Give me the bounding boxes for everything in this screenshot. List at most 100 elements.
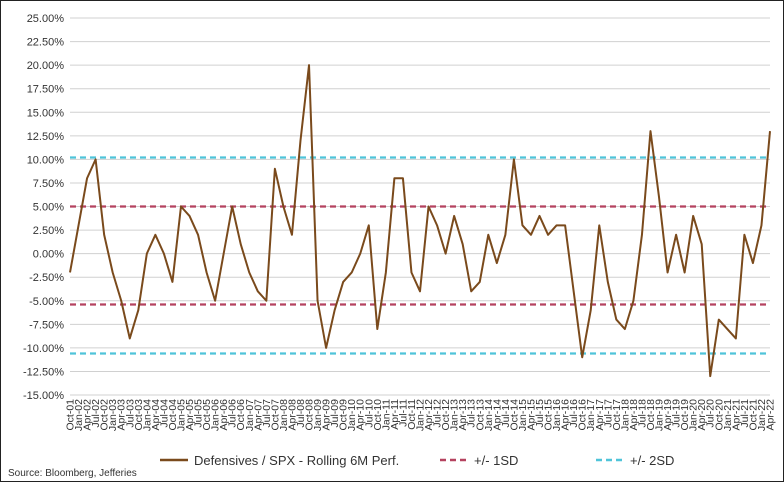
y-tick-label: 22.50%: [27, 37, 65, 49]
x-tick-label: Jul-17: [602, 399, 614, 428]
y-tick-label: -12.50%: [23, 366, 64, 378]
x-tick-label: Jul-15: [534, 399, 546, 428]
y-tick-label: 5.00%: [33, 202, 64, 214]
y-tick-label: 15.00%: [27, 107, 65, 119]
x-tick-label: Jan-03: [107, 399, 119, 431]
x-tick-label: Jul-18: [636, 399, 648, 428]
x-tick-label: Jul-10: [363, 399, 375, 428]
y-tick-label: -10.00%: [23, 343, 64, 355]
x-tick-label: Jan-17: [585, 399, 597, 431]
x-tick-label: Apr-19: [662, 399, 674, 431]
x-tick-label: Oct-15: [543, 399, 555, 431]
x-tick-label: Oct-02: [99, 399, 111, 431]
x-tick-label: Jul-13: [466, 399, 478, 428]
x-tick-label: Apr-11: [389, 399, 401, 430]
x-tick-label: Jul-03: [124, 399, 136, 428]
x-tick-label: Apr-14: [491, 399, 503, 431]
x-tick-label: Jan-05: [175, 399, 187, 431]
x-tick-label: Apr-07: [252, 399, 264, 431]
x-tick-label: Jan-21: [722, 399, 734, 431]
x-tick-label: Oct-09: [338, 399, 350, 431]
y-tick-label: 0.00%: [33, 249, 64, 261]
x-tick-label: Jul-05: [193, 399, 205, 428]
x-tick-label: Jan-09: [312, 399, 324, 431]
x-tick-label: Oct-16: [577, 399, 589, 431]
series-line: [69, 64, 771, 378]
x-tick-label: Apr-10: [355, 399, 367, 431]
x-tick-label: Oct-06: [235, 399, 247, 431]
x-tick-label: Oct-11: [406, 399, 418, 430]
x-tick-label: Oct-10: [372, 399, 384, 431]
x-tick-label: Oct-20: [713, 399, 725, 431]
x-tick-label: Jul-20: [705, 399, 717, 428]
x-tick-label: Apr-05: [184, 399, 196, 431]
x-tick-label: Oct-07: [269, 399, 281, 431]
x-tick-label: Apr-22: [765, 399, 777, 431]
legend-label: Defensives / SPX - Rolling 6M Perf.: [194, 453, 399, 468]
x-tick-label: Jan-16: [551, 399, 563, 431]
y-tick-label: 7.50%: [33, 178, 64, 190]
x-tick-label: Jul-12: [432, 399, 444, 428]
x-tick-label: Oct-14: [508, 399, 520, 431]
x-tick-label: Jan-15: [517, 399, 529, 431]
x-tick-label: Jul-11: [397, 399, 409, 427]
y-tick-label: 10.00%: [27, 154, 65, 166]
x-tick-label: Oct-21: [747, 399, 759, 431]
y-tick-label: 2.50%: [33, 225, 64, 237]
x-tick-label: Oct-05: [201, 399, 213, 431]
legend-label: +/- 1SD: [474, 453, 518, 468]
x-tick-label: Oct-19: [679, 399, 691, 431]
x-tick-label: Oct-12: [440, 399, 452, 431]
x-tick-label: Jul-04: [158, 399, 170, 428]
x-tick-label: Apr-03: [116, 399, 128, 431]
x-tick-label: Oct-01: [65, 399, 77, 431]
x-tick-label: Jul-14: [500, 399, 512, 428]
x-tick-label: Apr-06: [218, 399, 230, 431]
x-tick-label: Apr-08: [286, 399, 298, 431]
x-tick-label: Jan-02: [73, 399, 85, 431]
x-tick-label: Jan-14: [483, 399, 495, 431]
x-tick-label: Oct-03: [133, 399, 145, 431]
x-tick-label: Apr-04: [150, 399, 162, 431]
x-tick-label: Jul-02: [90, 399, 102, 428]
x-tick-label: Jan-20: [688, 399, 700, 431]
x-tick-label: Jan-22: [756, 399, 768, 431]
x-tick-label: Apr-21: [730, 399, 742, 431]
x-tick-label: Jul-16: [568, 399, 580, 428]
x-tick-label: Apr-09: [321, 399, 333, 431]
x-tick-label: Jul-06: [227, 399, 239, 428]
x-tick-label: Oct-04: [167, 399, 179, 431]
x-tick-label: Oct-13: [474, 399, 486, 431]
y-tick-label: -7.50%: [29, 319, 64, 331]
x-tick-label: Jan-04: [141, 399, 153, 431]
x-tick-label: Jan-07: [244, 399, 256, 431]
y-tick-label: 12.50%: [27, 131, 65, 143]
x-tick-label: Jan-19: [654, 399, 666, 431]
y-tick-label: -5.00%: [29, 296, 64, 308]
source: Source: Bloomberg, Jefferies: [8, 468, 137, 479]
x-tick-label: Apr-17: [594, 399, 606, 431]
y-tick-label: 17.50%: [27, 84, 65, 96]
x-tick-label: Apr-15: [525, 399, 537, 431]
x-tick-label: Oct-08: [304, 399, 316, 431]
y-tick-label: -15.00%: [23, 390, 64, 402]
x-tick-label: Apr-20: [696, 399, 708, 431]
x-tick-label: Oct-17: [611, 399, 623, 431]
x-tick-label: Jan-18: [619, 399, 631, 431]
x-tick-label: Jul-08: [295, 399, 307, 428]
x-tick-label: Jul-19: [671, 399, 683, 428]
x-tick-label: Jan-10: [346, 399, 358, 431]
x-tick-label: Jan-11: [380, 399, 392, 430]
x-tick-label: Oct-18: [645, 399, 657, 431]
x-tick-label: Apr-16: [560, 399, 572, 431]
y-tick-label: -2.50%: [29, 272, 64, 284]
x-tick-label: Jan-12: [415, 399, 427, 431]
x-tick-label: Jul-21: [739, 399, 751, 428]
x-tick-label: Apr-02: [82, 399, 94, 431]
x-tick-label: Apr-13: [457, 399, 469, 431]
x-tick-label: Jan-06: [210, 399, 222, 431]
y-tick-label: 25.00%: [27, 13, 65, 25]
x-tick-label: Jan-08: [278, 399, 290, 431]
